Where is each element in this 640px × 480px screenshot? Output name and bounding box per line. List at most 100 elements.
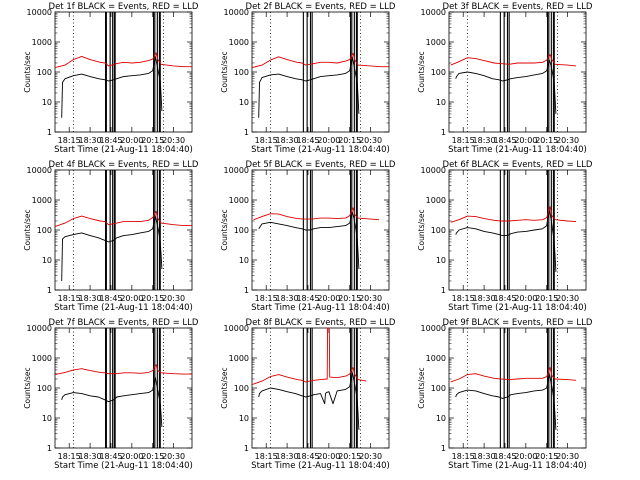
x-axis-label: Start Time (21-Aug-11 18:04:40) — [54, 303, 193, 313]
panel-title: Det 7f BLACK = Events, RED = LLD — [49, 318, 199, 328]
x-axis-label: Start Time (21-Aug-11 18:04:40) — [448, 461, 587, 471]
chart-panel-8: 1 10 100 1000 10000 18:1518:3018:4520:0020:15… — [220, 318, 396, 471]
x-tick-label: 18:30 — [79, 136, 102, 145]
y-tick-label: 1 — [441, 444, 446, 453]
x-axis-label: Start Time (21-Aug-11 18:04:40) — [448, 145, 587, 155]
x-tick-label: 20:00 — [317, 136, 340, 145]
x-tick-label: 20:15 — [141, 452, 164, 461]
x-tick-label: 18:45 — [99, 452, 122, 461]
y-tick-label: 10000 — [421, 166, 446, 175]
x-tick-label: 20:15 — [535, 136, 558, 145]
y-tick-label: 10 — [42, 256, 52, 265]
y-tick-label: 1000 — [229, 196, 249, 205]
y-tick-label: 100 — [431, 384, 446, 393]
y-tick-label: 1 — [441, 286, 446, 295]
x-tick-label: 20:30 — [359, 452, 382, 461]
x-tick-label: 18:45 — [296, 136, 319, 145]
series-line — [61, 215, 163, 282]
x-tick-label: 18:15 — [255, 452, 278, 461]
y-tick-label: 10 — [239, 414, 249, 423]
y-tick-label: 100 — [37, 226, 52, 235]
x-tick-label: 18:45 — [493, 294, 516, 303]
y-tick-label: 1000 — [426, 196, 446, 205]
series-line — [258, 56, 360, 118]
y-tick-label: 10 — [436, 98, 446, 107]
y-tick-label: 10000 — [224, 324, 249, 333]
x-tick-label: 18:15 — [58, 452, 81, 461]
y-tick-label: 10000 — [27, 166, 52, 175]
series-line — [258, 211, 360, 270]
x-tick-label: 18:45 — [99, 294, 122, 303]
series-line — [61, 376, 163, 428]
plot-frame — [54, 11, 193, 133]
x-tick-label: 20:00 — [120, 452, 143, 461]
chart-panel-7: 1 10 100 1000 10000 18:1518:3018:4520:0020:15… — [23, 318, 199, 471]
x-tick-label: 18:30 — [473, 294, 496, 303]
y-tick-label: 1000 — [32, 354, 52, 363]
y-tick-label: 10 — [239, 256, 249, 265]
panel-title: Det 5f BLACK = Events, RED = LLD — [246, 160, 396, 170]
y-tick-label: 10000 — [224, 166, 249, 175]
chart-panel-3: 1 10 100 1000 10000 18:1518:3018:4520:0020:15… — [417, 2, 593, 155]
series-line — [455, 373, 557, 430]
panel-title: Det 4f BLACK = Events, RED = LLD — [49, 160, 199, 170]
y-tick-label: 1 — [47, 444, 52, 453]
series-line — [258, 371, 360, 430]
x-tick-label: 20:30 — [556, 452, 579, 461]
y-tick-label: 1 — [244, 444, 249, 453]
x-tick-label: 20:00 — [317, 452, 340, 461]
x-axis-label: Start Time (21-Aug-11 18:04:40) — [251, 303, 390, 313]
series-line — [54, 364, 192, 376]
x-tick-label: 20:30 — [556, 136, 579, 145]
x-tick-label: 18:30 — [79, 294, 102, 303]
plot-frame — [251, 11, 390, 133]
y-tick-label: 10000 — [224, 8, 249, 17]
y-tick-label: 10 — [42, 414, 52, 423]
y-tick-label: 10000 — [421, 324, 446, 333]
plot-frame — [448, 327, 587, 449]
y-tick-label: 1000 — [426, 38, 446, 47]
y-tick-label: 10000 — [27, 8, 52, 17]
x-tick-label: 20:15 — [141, 136, 164, 145]
x-tick-label: 18:45 — [493, 136, 516, 145]
x-axis-label: Start Time (21-Aug-11 18:04:40) — [54, 145, 193, 155]
chart-panel-5: 1 10 100 1000 10000 18:1518:3018:4520:0020:15… — [220, 160, 396, 313]
series-line — [450, 206, 577, 223]
panel-title: Det 8f BLACK = Events, RED = LLD — [246, 318, 396, 328]
series-line — [61, 55, 163, 118]
x-tick-label: 20:00 — [317, 294, 340, 303]
x-tick-label: 18:45 — [99, 136, 122, 145]
x-axis-label: Start Time (21-Aug-11 18:04:40) — [448, 303, 587, 313]
x-tick-label: 18:15 — [255, 136, 278, 145]
x-tick-label: 18:45 — [296, 294, 319, 303]
panel-title: Det 6f BLACK = Events, RED = LLD — [443, 160, 593, 170]
y-axis-label: Counts/sec — [23, 51, 32, 92]
series-line — [450, 367, 577, 383]
panel-title: Det 9f BLACK = Events, RED = LLD — [443, 318, 593, 328]
panel-title: Det 3f BLACK = Events, RED = LLD — [443, 2, 593, 12]
x-tick-label: 20:00 — [514, 294, 537, 303]
y-axis-label: Counts/sec — [220, 51, 229, 92]
x-tick-label: 18:15 — [58, 294, 81, 303]
series-line — [251, 327, 367, 386]
y-tick-label: 10 — [436, 414, 446, 423]
y-axis-label: Counts/sec — [220, 209, 229, 250]
y-tick-label: 100 — [234, 384, 249, 393]
x-tick-label: 18:30 — [276, 294, 299, 303]
x-tick-label: 20:30 — [162, 294, 185, 303]
y-tick-label: 100 — [37, 384, 52, 393]
x-tick-label: 18:15 — [452, 136, 475, 145]
y-tick-label: 10 — [239, 98, 249, 107]
y-tick-label: 100 — [431, 226, 446, 235]
y-tick-label: 10 — [42, 98, 52, 107]
y-tick-label: 1 — [47, 128, 52, 137]
x-axis-label: Start Time (21-Aug-11 18:04:40) — [251, 461, 390, 471]
series-line — [450, 54, 577, 67]
x-tick-label: 20:00 — [120, 136, 143, 145]
y-tick-label: 1 — [441, 128, 446, 137]
x-tick-label: 18:45 — [493, 452, 516, 461]
y-axis-label: Counts/sec — [417, 51, 426, 92]
y-tick-label: 100 — [234, 68, 249, 77]
x-tick-label: 20:15 — [338, 452, 361, 461]
x-axis-label: Start Time (21-Aug-11 18:04:40) — [251, 145, 390, 155]
